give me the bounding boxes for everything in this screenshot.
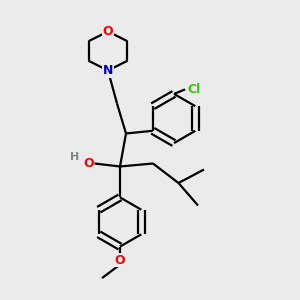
Text: O: O	[103, 25, 113, 38]
Text: O: O	[83, 157, 94, 170]
Text: N: N	[103, 64, 113, 77]
Text: Cl: Cl	[188, 83, 201, 96]
Text: O: O	[115, 254, 125, 267]
Text: H: H	[70, 152, 79, 162]
